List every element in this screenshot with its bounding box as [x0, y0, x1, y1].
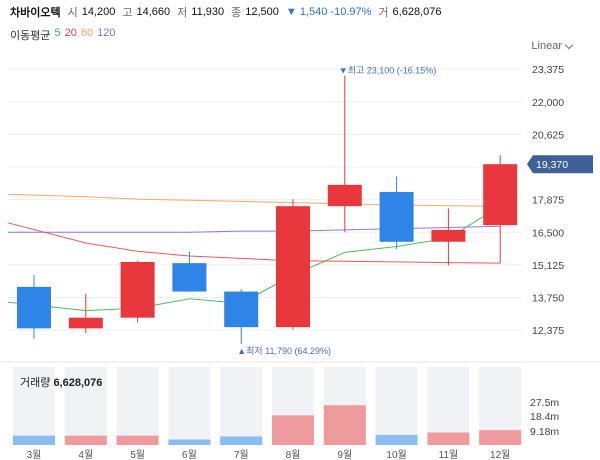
candle-body [379, 191, 414, 242]
price-tick-label: 15,125 [532, 260, 564, 272]
high-label: 고 [122, 7, 133, 19]
stock-summary-header: 차바이오텍 시 14,200 고 14,660 저 11,930 종 12,50… [10, 4, 444, 20]
volume-bar [13, 435, 55, 445]
volume-bar [479, 430, 522, 445]
ma-20-label[interactable]: 20 [64, 27, 77, 39]
volume-slot-background [64, 367, 107, 445]
open-value: 14,200 [81, 6, 116, 18]
ma-120-label[interactable]: 120 [97, 27, 116, 39]
volume-bar [427, 432, 470, 445]
current-price-badge [527, 155, 593, 174]
volume-slot-background [116, 367, 159, 445]
moving-average-60-line [7, 193, 501, 207]
x-tick-label: 10월 [386, 449, 406, 460]
price-change: ▼ 1,540 -10.97% [285, 6, 372, 18]
ma-5-label[interactable]: 5 [54, 27, 61, 39]
low-value: 11,930 [191, 6, 225, 18]
candle-body [68, 317, 103, 329]
moving-average-120-line [8, 225, 501, 233]
volume-bar [323, 405, 366, 445]
x-tick-label: 12월 [490, 449, 510, 460]
price-tick-label: 22,000 [532, 97, 564, 109]
ma-60-label[interactable]: 60 [80, 27, 94, 39]
volume-bar [168, 439, 211, 445]
scale-dropdown[interactable]: Linear [531, 40, 574, 52]
low-label: 저 [177, 7, 188, 19]
candle-body [483, 164, 518, 226]
volume-slot-background [220, 367, 263, 445]
volume-panel-title: 거래량 [20, 377, 51, 389]
stock-name[interactable]: 차바이오텍 [10, 7, 61, 19]
x-tick-label: 7월 [234, 449, 249, 460]
x-tick-label: 6월 [182, 449, 197, 460]
volume-value: 6,628,076 [392, 6, 442, 18]
price-tick-label: 23,375 [532, 64, 564, 76]
current-price-label: 19,370 [536, 159, 568, 171]
candle-body [327, 184, 362, 207]
volume-tick-label: 18.4m [530, 411, 559, 423]
x-tick-label: 5월 [130, 449, 145, 460]
price-tick-label: 13,750 [532, 293, 564, 305]
high-value: 14,660 [136, 6, 171, 18]
candle-body [276, 206, 310, 328]
candle-body [172, 263, 207, 292]
low-annotation-label: ▲최저 11,790 (64.29%) [237, 346, 331, 356]
price-tick-label: 17,875 [532, 195, 564, 207]
price-tick-label: 16,500 [532, 227, 564, 239]
x-tick-label: 3월 [27, 449, 42, 460]
price-tick-label: 20,625 [532, 129, 564, 141]
candle-body [224, 291, 259, 328]
x-tick-label: 11월 [439, 449, 459, 460]
volume-bar [272, 415, 314, 445]
volume-bar [116, 435, 159, 445]
volume-tick-label: 9.18m [530, 426, 559, 438]
close-value: 12,500 [245, 6, 279, 18]
moving-average-5-line [7, 205, 501, 312]
candle-body [17, 286, 51, 329]
candle-body [120, 261, 155, 318]
volume-label: 거 [378, 7, 389, 19]
volume-tick-label: 27.5m [530, 397, 559, 409]
open-label: 시 [67, 7, 78, 19]
price-tick-label: 12,375 [532, 325, 564, 337]
scale-label: Linear [531, 40, 562, 52]
moving-average-legend[interactable]: 이동평균 5 20 60 120 [10, 27, 115, 43]
moving-average-label: 이동평균 [10, 30, 51, 42]
volume-slot-background [375, 367, 418, 445]
volume-slot-background [13, 367, 55, 445]
volume-slot-background [427, 367, 470, 445]
high-annotation-label: ▼최고 23,100 (-16.15%) [339, 66, 437, 76]
x-tick-label: 4월 [78, 449, 93, 460]
moving-average-20-line [7, 222, 501, 264]
candle-body [431, 229, 466, 242]
volume-bar [64, 435, 107, 445]
volume-slot-background [168, 367, 211, 445]
x-tick-label: 8월 [286, 449, 301, 460]
volume-bar [220, 436, 263, 445]
volume-bar [375, 434, 418, 445]
x-tick-label: 9월 [337, 449, 352, 460]
volume-panel-label: 거래량 6,628,076 [20, 374, 102, 390]
volume-panel-value: 6,628,076 [53, 377, 103, 389]
close-label: 종 [231, 7, 242, 19]
